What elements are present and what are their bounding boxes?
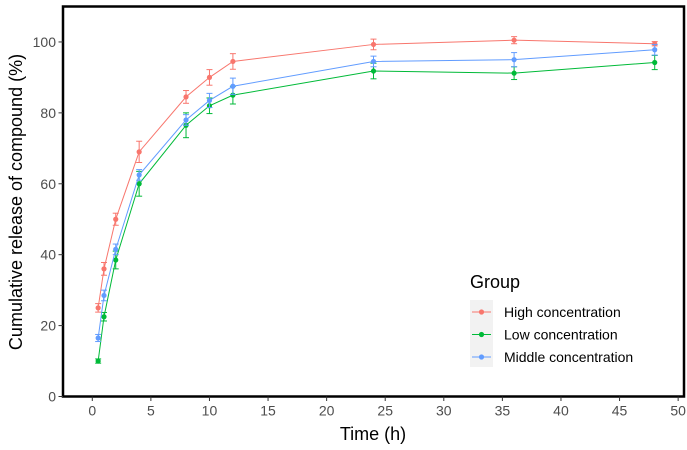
data-point — [113, 246, 119, 252]
x-tick-label: 35 — [495, 403, 511, 419]
plot-marks — [95, 36, 658, 364]
data-point — [136, 149, 142, 155]
y-tick-label: 40 — [40, 247, 56, 263]
data-point — [511, 70, 517, 76]
data-point — [511, 57, 517, 63]
y-tick-label: 100 — [33, 34, 57, 50]
x-axis-title: Time (h) — [340, 424, 406, 444]
x-tick-label: 40 — [553, 403, 569, 419]
x-tick-label: 25 — [377, 403, 393, 419]
series-line — [97, 62, 655, 362]
data-point — [370, 68, 377, 74]
y-tick-label: 60 — [40, 176, 56, 192]
x-tick-label: 5 — [147, 403, 155, 419]
x-tick-label: 15 — [260, 403, 276, 419]
legend-key-point — [478, 331, 485, 338]
y-tick-label: 20 — [40, 318, 56, 334]
data-point — [230, 58, 236, 65]
plot-border — [61, 5, 686, 398]
x-tick-label: 20 — [319, 403, 335, 419]
data-point — [183, 117, 189, 123]
data-point — [652, 41, 658, 47]
data-point — [230, 92, 236, 98]
legend-key-point — [478, 354, 485, 360]
legend: Group High concentration Low concentratio… — [470, 272, 633, 367]
x-tick-label: 45 — [612, 403, 628, 419]
legend-title: Group — [470, 272, 520, 292]
data-point — [206, 74, 213, 81]
data-point — [230, 83, 236, 89]
data-point — [101, 266, 107, 272]
data-point — [95, 335, 101, 341]
series-high-concentration — [95, 36, 658, 313]
y-tick-label: 80 — [40, 105, 56, 121]
x-tick-label: 50 — [670, 403, 686, 419]
x-tick-label: 30 — [436, 403, 452, 419]
data-point — [113, 216, 119, 222]
x-tick-label: 0 — [88, 403, 96, 419]
data-point — [511, 37, 517, 43]
data-point — [101, 292, 107, 299]
series-line — [97, 39, 655, 308]
x-tick-label: 10 — [202, 403, 218, 419]
legend-label: High concentration — [504, 304, 621, 320]
y-axis-title: Cumulative release of compound (%) — [6, 54, 26, 350]
axes: 0 5 10 15 20 25 30 35 40 45 50 0 20 40 60 80 100 — [33, 34, 686, 419]
data-point — [95, 305, 101, 311]
y-tick-label: 0 — [48, 389, 56, 405]
data-point — [206, 97, 213, 104]
series-line — [97, 49, 655, 339]
data-point — [370, 58, 377, 65]
legend-key-point — [478, 309, 485, 315]
legend-label: Middle concentration — [504, 349, 633, 365]
data-point — [113, 257, 119, 263]
data-point — [101, 314, 107, 320]
data-point — [136, 172, 142, 178]
data-point — [370, 41, 377, 48]
series-middle-concentration — [95, 43, 658, 343]
data-point — [183, 94, 189, 100]
data-point — [652, 59, 658, 66]
data-point — [95, 358, 101, 364]
data-point — [652, 47, 658, 53]
legend-label: Low concentration — [504, 327, 618, 343]
legend-items: High concentration Low concentration Middl… — [472, 304, 633, 365]
data-point — [136, 181, 142, 187]
